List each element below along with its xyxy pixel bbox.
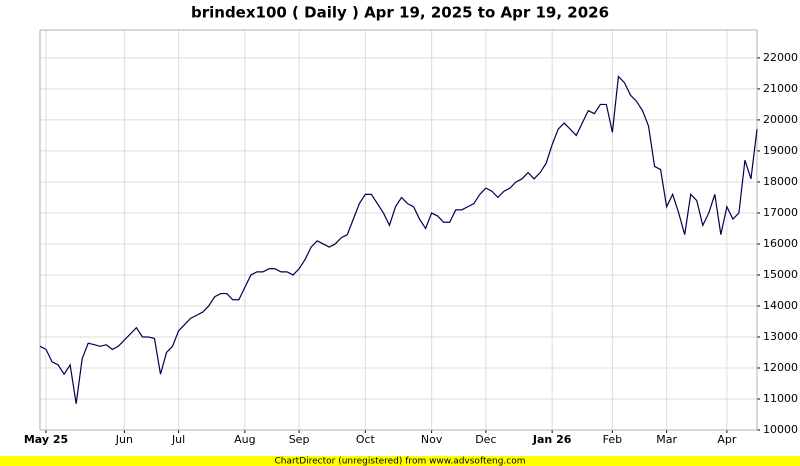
y-tick-label: 19000 (763, 144, 798, 157)
y-tick-label: 15000 (763, 268, 798, 281)
y-tick-label: 12000 (763, 361, 798, 374)
y-tick-label: 21000 (763, 82, 798, 95)
x-tick-label: Aug (234, 433, 255, 446)
y-tick-label: 18000 (763, 175, 798, 188)
footer: ChartDirector (unregistered) from www.ad… (274, 457, 525, 466)
x-tick-label: Jul (171, 433, 185, 446)
y-tick-label: 22000 (763, 51, 798, 64)
y-tick-label: 16000 (763, 237, 798, 250)
x-tick-label: Apr (717, 433, 737, 446)
x-tick-label: Jun (115, 433, 133, 446)
y-tick-label: 20000 (763, 113, 798, 126)
plot-border (39, 29, 758, 431)
y-tick-label: 11000 (763, 392, 798, 405)
x-tick-label: Sep (289, 433, 310, 446)
x-tick-label: Dec (475, 433, 496, 446)
y-tick-label: 10000 (763, 423, 798, 436)
x-tick-label: Mar (656, 433, 677, 446)
plot-area (39, 29, 758, 431)
chart-title: brindex100 ( Daily ) Apr 19, 2025 to Apr… (191, 4, 609, 22)
y-tick-label: 14000 (763, 299, 798, 312)
price-line (39, 75, 758, 404)
x-tick-label: May 25 (24, 433, 68, 446)
x-tick-label: Jan 26 (532, 433, 572, 446)
y-tick-label: 17000 (763, 206, 798, 219)
x-tick-label: Oct (356, 433, 376, 446)
footer-bar (0, 456, 800, 466)
x-tick-label: Nov (421, 433, 443, 446)
x-tick-label: Feb (603, 433, 622, 446)
y-tick-label: 13000 (763, 330, 798, 343)
